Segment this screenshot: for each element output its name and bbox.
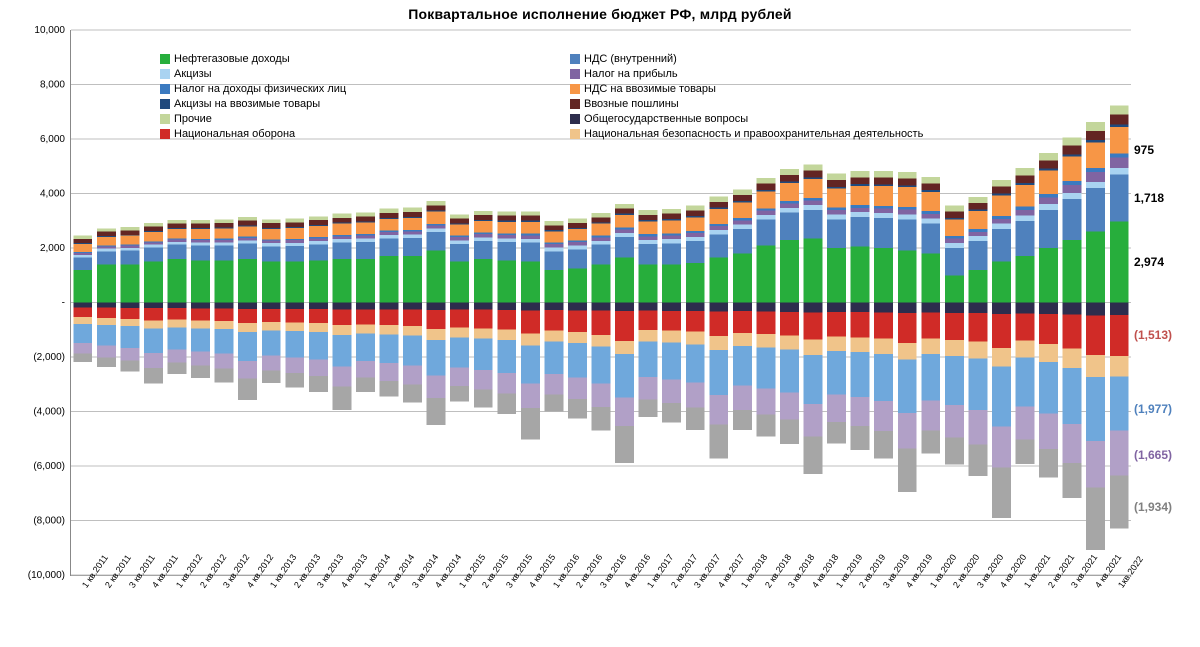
legend-item: НДС (внутренний) <box>570 52 923 67</box>
x-axis: 1 кв.20112 кв.20113 кв.20114 кв.20111 кв… <box>70 580 1130 640</box>
legend-label: Налог на доходы физических лиц <box>174 83 346 95</box>
legend-label: Ввозные пошлины <box>584 98 679 110</box>
legend-item: Ввозные пошлины <box>570 97 923 112</box>
svg-text:6,000: 6,000 <box>40 134 65 145</box>
legend-label: Акцизы <box>174 68 212 80</box>
svg-text:(10,000): (10,000) <box>28 570 65 581</box>
svg-text:4,000: 4,000 <box>40 189 65 200</box>
legend-label: Налог на прибыль <box>584 68 678 80</box>
legend-item: Налог на доходы физических лиц <box>160 82 346 97</box>
svg-text:10,000: 10,000 <box>34 25 65 36</box>
value-annotation: (1,934) <box>1134 500 1172 514</box>
value-annotation: 1,718 <box>1134 191 1164 205</box>
legend-label: НДС на ввозимые товары <box>584 83 716 95</box>
legend-label: Акцизы на ввозимые товары <box>174 98 320 110</box>
legend-swatch <box>570 84 580 94</box>
legend-item: Национальная оборона <box>160 127 346 142</box>
legend-swatch <box>160 129 170 139</box>
svg-text:(6,000): (6,000) <box>33 461 65 472</box>
legend-label: Нефтегазовые доходы <box>174 53 290 65</box>
value-annotation: (1,977) <box>1134 402 1172 416</box>
legend-swatch <box>160 69 170 79</box>
legend-swatch <box>160 84 170 94</box>
legend-item: Национальная безопасность и правоохранит… <box>570 127 923 142</box>
value-annotation: (1,513) <box>1134 328 1172 342</box>
legend-item: Акцизы на ввозимые товары <box>160 97 346 112</box>
legend-swatch <box>160 99 170 109</box>
svg-text:(4,000): (4,000) <box>33 407 65 418</box>
value-annotation: 2,974 <box>1134 255 1164 269</box>
svg-text:2,000: 2,000 <box>40 243 65 254</box>
svg-text:-: - <box>62 298 65 309</box>
legend-swatch <box>160 114 170 124</box>
legend-swatch <box>570 129 580 139</box>
legend-item: НДС на ввозимые товары <box>570 82 923 97</box>
legend-item: Общегосударственные вопросы <box>570 112 923 127</box>
legend-item: Налог на прибыль <box>570 67 923 82</box>
legend-label: Прочие <box>174 113 212 125</box>
legend-item: Прочие <box>160 112 346 127</box>
legend-label: Национальная безопасность и правоохранит… <box>584 128 923 140</box>
legend-swatch <box>570 99 580 109</box>
chart-frame: Поквартальное исполнение бюджет РФ, млрд… <box>0 0 1200 647</box>
legend-label: Национальная оборона <box>174 128 295 140</box>
chart-title: Поквартальное исполнение бюджет РФ, млрд… <box>0 6 1200 22</box>
legend-swatch <box>570 114 580 124</box>
legend-swatch <box>160 54 170 64</box>
svg-text:8,000: 8,000 <box>40 80 65 91</box>
value-annotation: (1,665) <box>1134 448 1172 462</box>
legend-label: НДС (внутренний) <box>584 53 677 65</box>
legend-swatch <box>570 69 580 79</box>
value-annotation: 975 <box>1134 143 1154 157</box>
legend-label: Общегосударственные вопросы <box>584 113 748 125</box>
svg-text:(8,000): (8,000) <box>33 516 65 527</box>
svg-text:(2,000): (2,000) <box>33 352 65 363</box>
legend-item: Нефтегазовые доходы <box>160 52 346 67</box>
legend-swatch <box>570 54 580 64</box>
legend-item: Акцизы <box>160 67 346 82</box>
